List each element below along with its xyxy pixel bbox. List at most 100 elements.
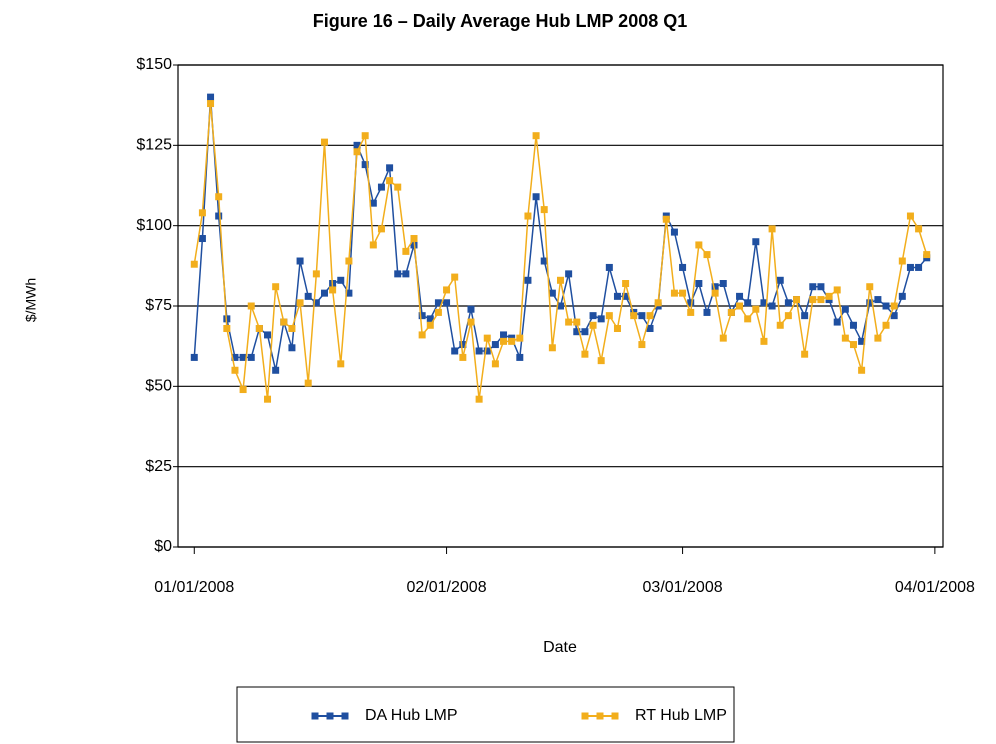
point <box>866 283 874 291</box>
point <box>483 334 491 342</box>
point <box>638 341 646 349</box>
series-line <box>193 103 928 400</box>
point <box>784 312 792 320</box>
point <box>516 334 524 342</box>
point <box>353 141 361 149</box>
point <box>882 302 890 310</box>
point <box>394 270 402 278</box>
point <box>361 132 369 140</box>
point <box>654 299 662 307</box>
point <box>565 270 573 278</box>
point <box>760 337 768 345</box>
point <box>557 276 564 284</box>
point <box>247 302 255 310</box>
point <box>386 164 394 172</box>
legend-marker <box>611 712 619 720</box>
point <box>312 299 320 307</box>
point <box>622 292 630 300</box>
point <box>190 353 198 361</box>
point <box>679 263 687 271</box>
point <box>662 215 670 223</box>
point <box>207 93 215 101</box>
point <box>719 280 727 288</box>
point <box>312 270 320 278</box>
point <box>272 283 280 291</box>
legend-marker <box>596 712 604 720</box>
point <box>613 292 621 300</box>
point <box>491 360 499 368</box>
y-axis-label: $/MWh <box>23 278 39 322</box>
point <box>475 395 483 403</box>
point <box>695 241 703 249</box>
point <box>597 357 605 365</box>
point <box>605 263 613 271</box>
y-tick-label: $25 <box>145 458 172 475</box>
point <box>548 344 556 352</box>
point <box>540 257 548 265</box>
point <box>345 289 353 297</box>
point <box>882 321 890 329</box>
point <box>858 366 866 374</box>
x-tick-label: 04/01/2008 <box>895 579 975 596</box>
point <box>695 280 703 288</box>
point <box>190 260 198 268</box>
point <box>337 276 345 284</box>
point <box>646 324 654 332</box>
point <box>744 315 752 323</box>
point <box>386 177 394 185</box>
point <box>670 289 678 297</box>
point <box>670 228 678 236</box>
point <box>874 296 882 304</box>
point <box>776 276 784 284</box>
legend-label: DA Hub LMP <box>365 707 457 724</box>
plot-frame <box>177 64 944 548</box>
point <box>776 321 784 329</box>
point <box>760 299 768 307</box>
point <box>304 292 312 300</box>
point <box>459 353 467 361</box>
point <box>801 312 809 320</box>
point <box>426 321 434 329</box>
point <box>809 296 817 304</box>
point <box>467 305 475 313</box>
point <box>451 273 459 281</box>
point <box>500 331 508 339</box>
point <box>711 289 719 297</box>
point <box>394 183 402 191</box>
legend-box <box>236 686 735 743</box>
point <box>768 302 776 310</box>
y-tick-label: $50 <box>145 378 172 395</box>
point <box>703 308 711 316</box>
point <box>418 312 426 320</box>
point <box>231 366 239 374</box>
point <box>890 312 898 320</box>
point <box>443 299 451 307</box>
point <box>638 312 646 320</box>
point <box>793 296 801 304</box>
point <box>500 337 508 345</box>
point <box>898 257 906 265</box>
point <box>198 209 206 217</box>
point <box>434 299 442 307</box>
point <box>809 283 817 291</box>
point <box>516 353 524 361</box>
point <box>898 292 906 300</box>
point <box>581 350 589 358</box>
point <box>849 341 857 349</box>
point <box>198 235 206 243</box>
point <box>524 276 532 284</box>
point <box>605 312 613 320</box>
point <box>361 161 369 169</box>
point <box>264 331 272 339</box>
point <box>231 353 239 361</box>
point <box>589 321 597 329</box>
point <box>923 251 931 259</box>
legend-marker <box>311 712 319 720</box>
point <box>264 395 272 403</box>
point <box>736 302 744 310</box>
point <box>817 296 825 304</box>
point <box>402 247 410 255</box>
point <box>320 289 328 297</box>
